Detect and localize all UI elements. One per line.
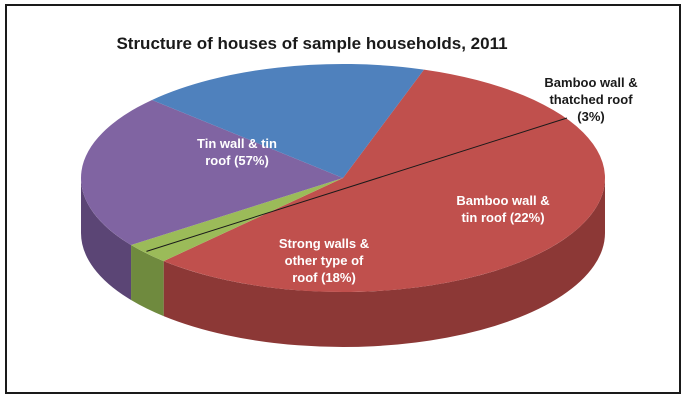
slice-label-4-line-2: other type of (285, 253, 364, 268)
slice-label-1: Tin wall & tin roof (57%) (197, 136, 277, 168)
chart-title: Structure of houses of sample households… (116, 34, 507, 53)
slice-label-4-line-1: Strong walls & (279, 236, 369, 251)
chart-frame: Structure of houses of sample households… (5, 4, 681, 394)
slice-label-2-line-1: Bamboo wall & (544, 75, 637, 90)
slice-label-1-line-1: Tin wall & tin (197, 136, 277, 151)
pie-side-2 (131, 245, 164, 317)
slice-label-3-line-1: Bamboo wall & (456, 193, 549, 208)
pie-chart: Structure of houses of sample households… (81, 34, 638, 347)
slice-label-4-line-3: roof (18%) (292, 270, 356, 285)
slice-label-1-line-2: roof (57%) (205, 153, 269, 168)
leader-line (146, 117, 568, 252)
pie-labels: Tin wall & tin roof (57%) Bamboo wall & tha… (146, 75, 638, 285)
slice-label-3-line-2: tin roof (22%) (461, 210, 544, 225)
pie-slice-1 (163, 69, 605, 292)
slice-label-2-line-2: thatched roof (549, 92, 633, 107)
pie-side-1 (163, 178, 605, 347)
pie-top-faces (81, 64, 605, 292)
pie-slice-3 (81, 99, 344, 246)
slice-label-2-line-3: (3%) (577, 109, 604, 124)
slice-label-2: Bamboo wall & thatched roof (3%) (544, 75, 637, 124)
pie-slice-2 (131, 178, 343, 262)
pie-slice-4 (152, 64, 424, 178)
pie-side-walls (81, 178, 605, 347)
pie-side-3 (81, 178, 132, 301)
slice-label-4: Strong walls & other type of roof (18%) (279, 236, 369, 285)
slice-label-3: Bamboo wall & tin roof (22%) (456, 193, 549, 225)
